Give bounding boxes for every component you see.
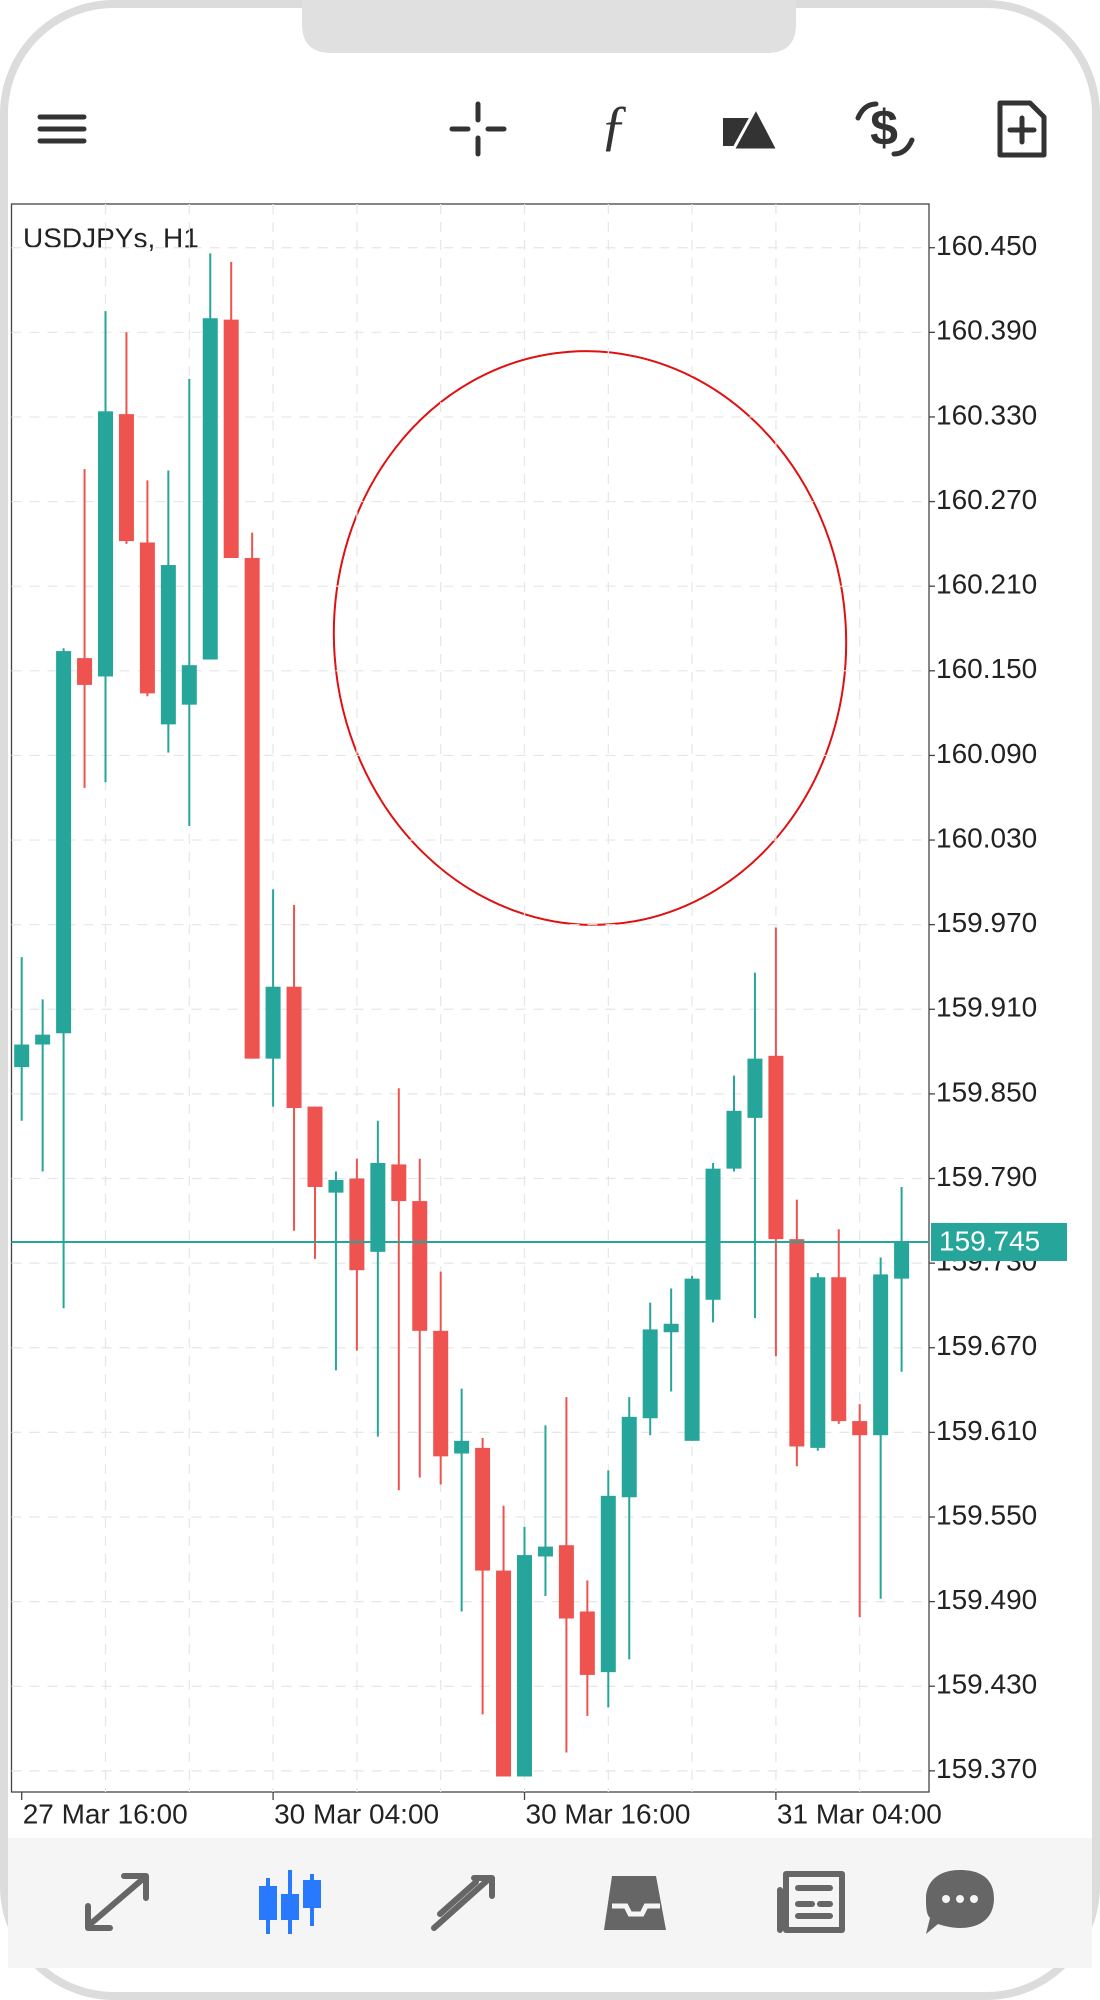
news-tab[interactable] <box>777 1871 845 1933</box>
candle-body <box>852 1421 868 1436</box>
y-tick-label: 160.210 <box>936 569 1037 600</box>
candle-body <box>370 1163 386 1252</box>
y-tick-label: 160.090 <box>936 738 1037 769</box>
candle-body <box>77 658 93 685</box>
candle-body <box>56 651 72 1034</box>
y-tick-label: 159.490 <box>936 1584 1037 1615</box>
svg-text:ƒ: ƒ <box>600 95 628 157</box>
candle-body <box>181 665 197 705</box>
candle-body <box>307 1106 323 1187</box>
x-tick-label: 27 Mar 16:00 <box>23 1798 188 1829</box>
chart-frame <box>10 203 930 1793</box>
trade-button[interactable]: $ <box>855 100 915 157</box>
candle-body <box>768 1055 784 1240</box>
chat-tab[interactable] <box>926 1870 994 1934</box>
new-order-button[interactable] <box>997 100 1047 158</box>
candle-body <box>579 1611 595 1675</box>
candle-body <box>14 1044 30 1068</box>
candle-body <box>705 1168 721 1300</box>
history-tab[interactable] <box>604 1876 666 1930</box>
candle-body <box>642 1329 658 1419</box>
candle-body <box>747 1058 763 1118</box>
y-tick-label: 160.390 <box>936 315 1037 346</box>
candle-body <box>873 1274 889 1436</box>
current-price-box <box>931 1222 1067 1261</box>
candle-body <box>244 557 260 1059</box>
svg-text:$: $ <box>870 100 898 156</box>
candle-body <box>98 411 113 677</box>
y-tick-label: 159.550 <box>936 1499 1037 1530</box>
y-tick-label: 160.270 <box>936 484 1037 515</box>
y-tick-label: 159.430 <box>936 1669 1037 1700</box>
candle-body <box>726 1110 742 1169</box>
notch <box>302 0 796 53</box>
candle-body <box>894 1241 910 1279</box>
candle-body <box>391 1164 407 1202</box>
candle-body <box>831 1277 847 1422</box>
objects-button[interactable] <box>723 104 781 152</box>
candle-body <box>160 565 176 725</box>
bottom-nav <box>8 1838 1092 1968</box>
y-tick-label: 159.610 <box>936 1415 1037 1446</box>
candle-body <box>139 542 155 694</box>
candle-body <box>537 1546 553 1557</box>
indicators-button[interactable]: ƒ <box>600 95 628 157</box>
menu-button[interactable] <box>37 114 87 144</box>
current-price-label: 159.745 <box>939 1225 1040 1256</box>
candle-body <box>286 986 302 1109</box>
y-tick-label: 159.850 <box>936 1076 1037 1107</box>
candle-body <box>223 319 239 558</box>
y-tick-label: 159.910 <box>936 992 1037 1023</box>
candle-body <box>454 1440 470 1454</box>
y-tick-label: 159.370 <box>936 1753 1037 1784</box>
candle-body <box>328 1179 344 1193</box>
trade-tab[interactable] <box>431 1875 495 1931</box>
candle-body <box>265 986 281 1059</box>
y-tick-label: 160.330 <box>936 399 1037 430</box>
candle-body <box>35 1034 51 1045</box>
quotes-tab[interactable] <box>85 1873 149 1931</box>
x-tick-label: 31 Mar 04:00 <box>777 1798 942 1829</box>
candle-body <box>558 1545 574 1619</box>
y-tick-label: 159.670 <box>936 1330 1037 1361</box>
candle-body <box>202 318 218 660</box>
chart-tab[interactable] <box>259 1870 321 1934</box>
candle-body <box>118 414 134 542</box>
chart-title: USDJPYs, H1 <box>23 222 199 253</box>
x-tick-label: 30 Mar 16:00 <box>526 1798 691 1829</box>
candle-body <box>496 1570 512 1777</box>
candle-body <box>789 1239 805 1447</box>
y-tick-label: 159.790 <box>936 1161 1037 1192</box>
candle-body <box>349 1178 365 1271</box>
candle-body <box>684 1278 700 1441</box>
candle-body <box>475 1447 491 1571</box>
candle-body <box>412 1201 428 1331</box>
candle-body <box>663 1323 679 1333</box>
candle-body <box>600 1495 616 1673</box>
candle-body <box>433 1330 449 1457</box>
y-tick-label: 160.030 <box>936 822 1037 853</box>
candle-body <box>810 1277 826 1448</box>
x-tick-label: 30 Mar 04:00 <box>274 1798 439 1829</box>
y-tick-label: 160.450 <box>936 230 1037 261</box>
candle-body <box>621 1416 637 1498</box>
y-tick-label: 159.970 <box>936 907 1037 938</box>
y-tick-label: 160.150 <box>936 653 1037 684</box>
crosshair-button[interactable] <box>449 101 507 157</box>
candle-body <box>517 1555 532 1777</box>
